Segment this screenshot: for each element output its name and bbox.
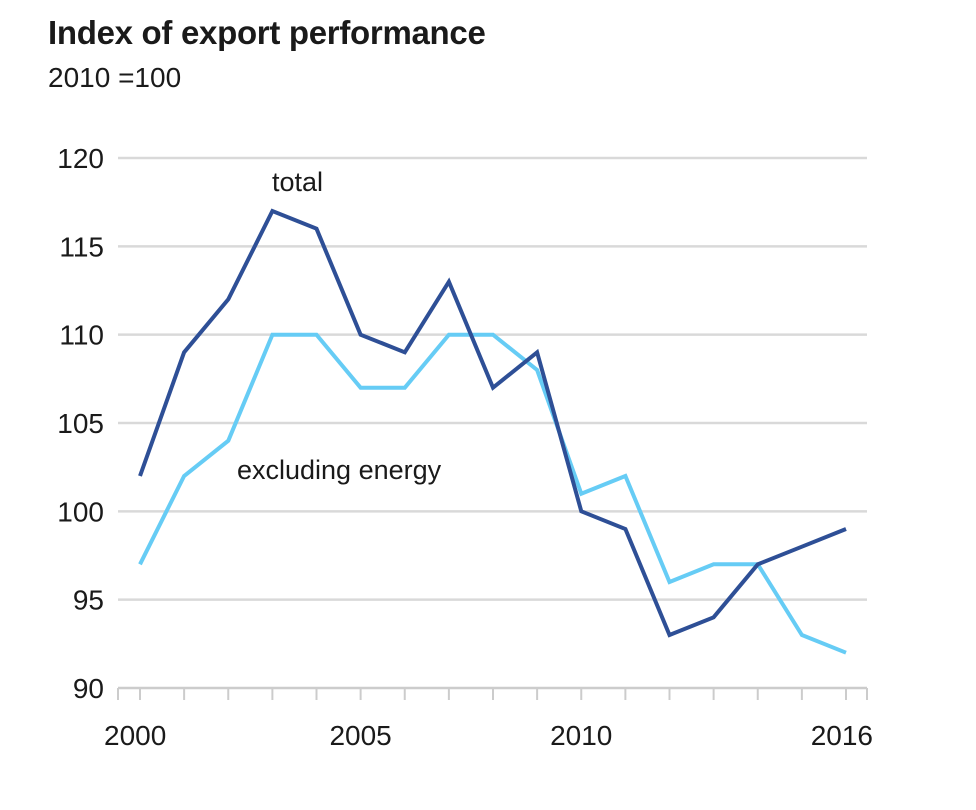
series-line-excluding-energy [138, 332, 847, 655]
y-tick-label: 105 [57, 408, 104, 439]
series-line-total [138, 208, 847, 638]
axes [117, 686, 868, 700]
x-tick-label: 2005 [329, 720, 391, 751]
series-group [138, 208, 847, 655]
y-tick-label: 90 [73, 673, 104, 704]
y-tick-label: 115 [59, 231, 104, 262]
y-tick-label: 95 [73, 585, 104, 616]
series-label-total: total [272, 167, 323, 197]
y-tick-label: 120 [57, 143, 104, 174]
gridlines [118, 156, 867, 601]
x-tick-label: 2010 [550, 720, 612, 751]
chart-subtitle: 2010 =100 [48, 62, 182, 93]
x-tick-label: 2016 [811, 720, 873, 751]
y-tick-label: 110 [59, 320, 104, 351]
x-tick-label: 2000 [104, 720, 166, 751]
series-label-excluding-energy: excluding energy [237, 455, 442, 485]
chart-title: Index of export performance [48, 14, 486, 51]
labels-group: 90 95 100 105 110 115 120 2000 2005 2010 2016 [57, 143, 873, 751]
y-tick-label: 100 [57, 496, 104, 527]
